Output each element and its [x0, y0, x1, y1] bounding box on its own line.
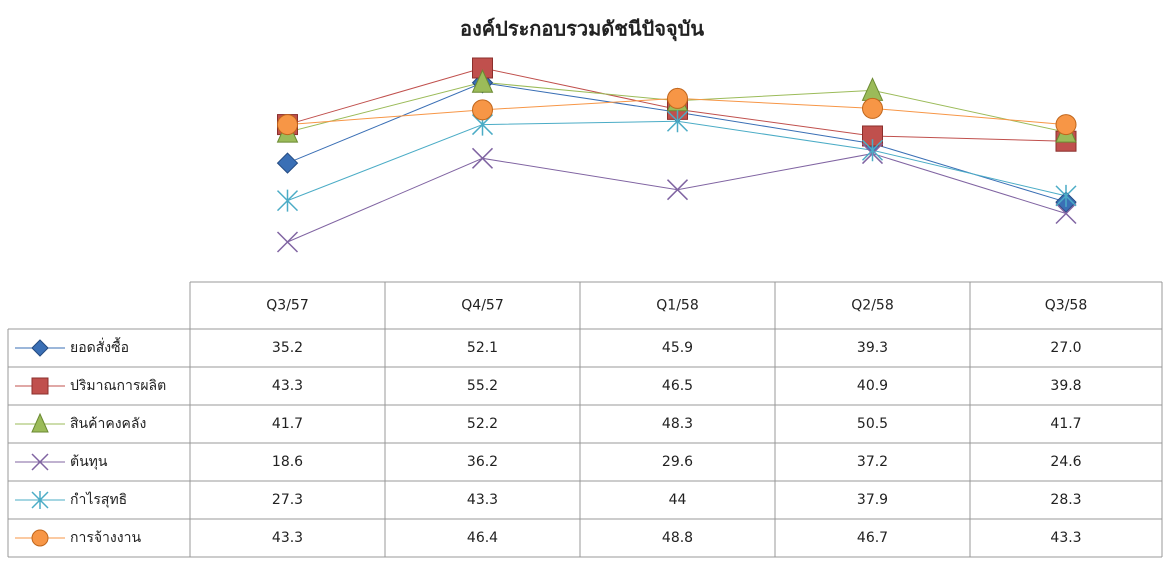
marker	[1055, 184, 1077, 207]
table-value: 37.2	[857, 454, 888, 470]
marker	[31, 412, 49, 433]
marker	[861, 139, 884, 162]
table-value: 41.7	[1050, 416, 1081, 432]
marker	[31, 529, 49, 547]
marker	[31, 491, 49, 509]
marker	[277, 114, 298, 136]
table-value: 45.9	[662, 340, 693, 356]
marker	[276, 231, 299, 253]
marker	[666, 179, 689, 201]
table-value: 55.2	[467, 378, 498, 394]
table-value: 35.2	[272, 340, 303, 356]
table-value: 43.3	[272, 378, 303, 394]
legend-label: กำไรสุทธิ	[70, 491, 127, 508]
legend-label: ปริมาณการผลิต	[70, 378, 166, 394]
legend-label: การจ้างงาน	[70, 530, 141, 546]
column-header: Q3/58	[1045, 298, 1087, 314]
chart-title: องค์ประกอบรวมดัชนีปัจจุบัน	[460, 17, 704, 42]
table-value: 43.3	[467, 492, 498, 508]
marker	[861, 77, 884, 101]
table-value: 48.8	[662, 530, 693, 546]
column-header: Q3/57	[266, 298, 308, 314]
legend-label: ยอดสั่งซื้อ	[70, 337, 129, 356]
table-value: 46.4	[467, 530, 498, 546]
table-value: 48.3	[662, 416, 693, 432]
table-value: 40.9	[857, 378, 888, 394]
column-header: Q4/57	[461, 298, 503, 314]
table-value: 52.2	[467, 416, 498, 432]
table-value: 39.8	[1050, 378, 1081, 394]
column-header: Q1/58	[656, 298, 698, 314]
marker	[31, 453, 49, 471]
table-value: 43.3	[272, 530, 303, 546]
marker	[471, 69, 494, 93]
table-value: 18.6	[272, 454, 303, 470]
table-value: 27.0	[1050, 340, 1081, 356]
table-value: 39.3	[857, 340, 888, 356]
table-value: 28.3	[1050, 492, 1081, 508]
marker	[472, 99, 493, 121]
marker	[1055, 202, 1077, 225]
table-value: 46.7	[857, 530, 888, 546]
legend-label: สินค้าคงคลัง	[70, 416, 146, 432]
table-value: 29.6	[662, 454, 693, 470]
table-value: 44	[669, 492, 687, 508]
marker	[862, 97, 883, 119]
marker	[667, 87, 688, 109]
table-value: 24.6	[1050, 454, 1081, 470]
table-value: 43.3	[1050, 530, 1081, 546]
legend-label: ต้นทุน	[70, 454, 108, 470]
table-value: 36.2	[467, 454, 498, 470]
table-value: 41.7	[272, 416, 303, 432]
table-value: 37.9	[857, 492, 888, 508]
marker	[276, 152, 299, 174]
table-value: 46.5	[662, 378, 693, 394]
table-value: 52.1	[467, 340, 498, 356]
marker	[471, 147, 494, 169]
column-header: Q2/58	[851, 298, 893, 314]
marker	[1055, 114, 1077, 136]
table-value: 50.5	[857, 416, 888, 432]
marker	[31, 339, 49, 357]
marker	[31, 377, 49, 395]
table-value: 27.3	[272, 492, 303, 508]
marker	[276, 189, 299, 212]
marker	[666, 110, 689, 133]
